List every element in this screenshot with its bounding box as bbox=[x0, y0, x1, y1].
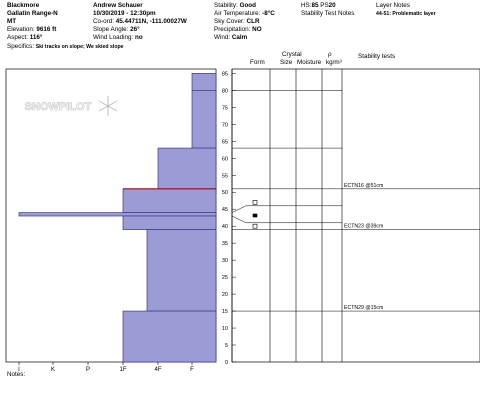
depth-tick-label-70: 70 bbox=[222, 122, 228, 128]
stability: Stability: Good bbox=[214, 2, 256, 9]
depth-tick-label-20: 20 bbox=[222, 292, 228, 298]
hardness-tick-label-K: K bbox=[51, 367, 55, 373]
hardness-tick-label-1F: 1F bbox=[119, 367, 126, 373]
crystal-heading: Crystal bbox=[282, 51, 302, 58]
air-temperature: Air Temperature: -8°C bbox=[214, 10, 275, 17]
crystal-marker-0 bbox=[252, 200, 258, 205]
slope-angle: Slope Angle: 26° bbox=[93, 26, 140, 33]
depth-tick-label-5: 5 bbox=[225, 343, 228, 349]
hardness-tick-label-P: P bbox=[86, 367, 90, 373]
layer-bar-6 bbox=[146, 229, 217, 312]
depth-tick-label-80: 80 bbox=[222, 88, 228, 94]
layer-connector-43 bbox=[231, 215, 247, 224]
notes-label: Notes: bbox=[7, 371, 26, 378]
depth-tick-label-50: 50 bbox=[222, 190, 228, 196]
range: Gallatin Range-N bbox=[7, 10, 58, 17]
hardness-tick-label-I: I bbox=[18, 367, 20, 373]
depth-tick-label-85: 85 bbox=[222, 71, 228, 77]
depth-tick-label-65: 65 bbox=[222, 139, 228, 145]
coordinates: Co-ord: 45.44711N, -111.00027W bbox=[93, 18, 187, 25]
stability-test-label-2: ECTN29 @15cm bbox=[344, 305, 383, 311]
crystal-marker-1 bbox=[252, 213, 258, 218]
state: MT bbox=[7, 18, 17, 25]
density-heading: ρ bbox=[328, 51, 332, 58]
layer-connector-44 bbox=[231, 205, 247, 213]
form-heading: Form bbox=[250, 59, 265, 66]
hardness-tick-label-4F: 4F bbox=[154, 367, 161, 373]
layer-bar-0 bbox=[191, 73, 217, 91]
layer-note: 44-51: Problematic layer bbox=[376, 11, 436, 17]
depth-tick-label-35: 35 bbox=[222, 241, 228, 247]
depth-tick-label-10: 10 bbox=[222, 326, 228, 332]
specifics: Specifics: Ski tracks on slope; We skied… bbox=[7, 43, 124, 50]
depth-tick-label-0: 0 bbox=[225, 360, 228, 366]
depth-tick-label-60: 60 bbox=[222, 156, 228, 162]
precipitation: Precipitation: NO bbox=[214, 26, 262, 33]
depth-tick-label-30: 30 bbox=[222, 258, 228, 264]
moisture-heading: Moisture bbox=[297, 59, 322, 66]
layer-bar-2 bbox=[157, 147, 217, 190]
depth-tick-label-15: 15 bbox=[222, 309, 228, 315]
crystal-marker-2 bbox=[252, 223, 258, 229]
layer-notes-heading: Layer Notes bbox=[376, 2, 410, 9]
snow-height: HS:85 PS20 bbox=[301, 2, 336, 9]
snowpilot-watermark: SNOWPILOT bbox=[24, 96, 118, 116]
layer-bar-7 bbox=[122, 310, 217, 363]
layer-bar-3 bbox=[122, 188, 217, 213]
location: Blackmore bbox=[7, 2, 40, 9]
stability-test-label-0: ECTN16 @51cm bbox=[344, 183, 383, 189]
stability-test-notes-heading: Stability Test Notes bbox=[301, 10, 355, 17]
depth-tick-label-75: 75 bbox=[222, 105, 228, 111]
depth-tick-label-55: 55 bbox=[222, 173, 228, 179]
wind-loading: Wind Loading: no bbox=[93, 34, 143, 41]
hardness-tick-label-F: F bbox=[190, 367, 194, 373]
depth-tick-label-25: 25 bbox=[222, 275, 228, 281]
observer: Andrew Schauer bbox=[93, 2, 143, 9]
wind: Wind: Calm bbox=[214, 34, 248, 41]
aspect: Aspect: 116° bbox=[7, 34, 43, 41]
layer-bar-1 bbox=[191, 90, 217, 149]
depth-tick-label-40: 40 bbox=[222, 224, 228, 230]
layer-bar-5 bbox=[122, 215, 217, 230]
size-heading: Size bbox=[280, 59, 293, 66]
sky-cover: Sky Cover: CLR bbox=[214, 18, 260, 25]
layer-bar-4 bbox=[18, 212, 217, 217]
profile-table-frame bbox=[231, 68, 480, 363]
stability-test-label-1: ECTN23 @39cm bbox=[344, 224, 383, 230]
elevation: Elevation: 9616 ft bbox=[7, 26, 57, 33]
snowflake-icon bbox=[98, 96, 118, 116]
stability-tests-heading: Stability tests bbox=[358, 53, 396, 60]
datetime: 10/30/2019 - 12:30pm bbox=[93, 10, 156, 17]
density-unit: kg/m³ bbox=[326, 59, 342, 66]
depth-tick-label-45: 45 bbox=[222, 207, 228, 213]
watermark-text: SNOWPILOT bbox=[25, 101, 92, 113]
